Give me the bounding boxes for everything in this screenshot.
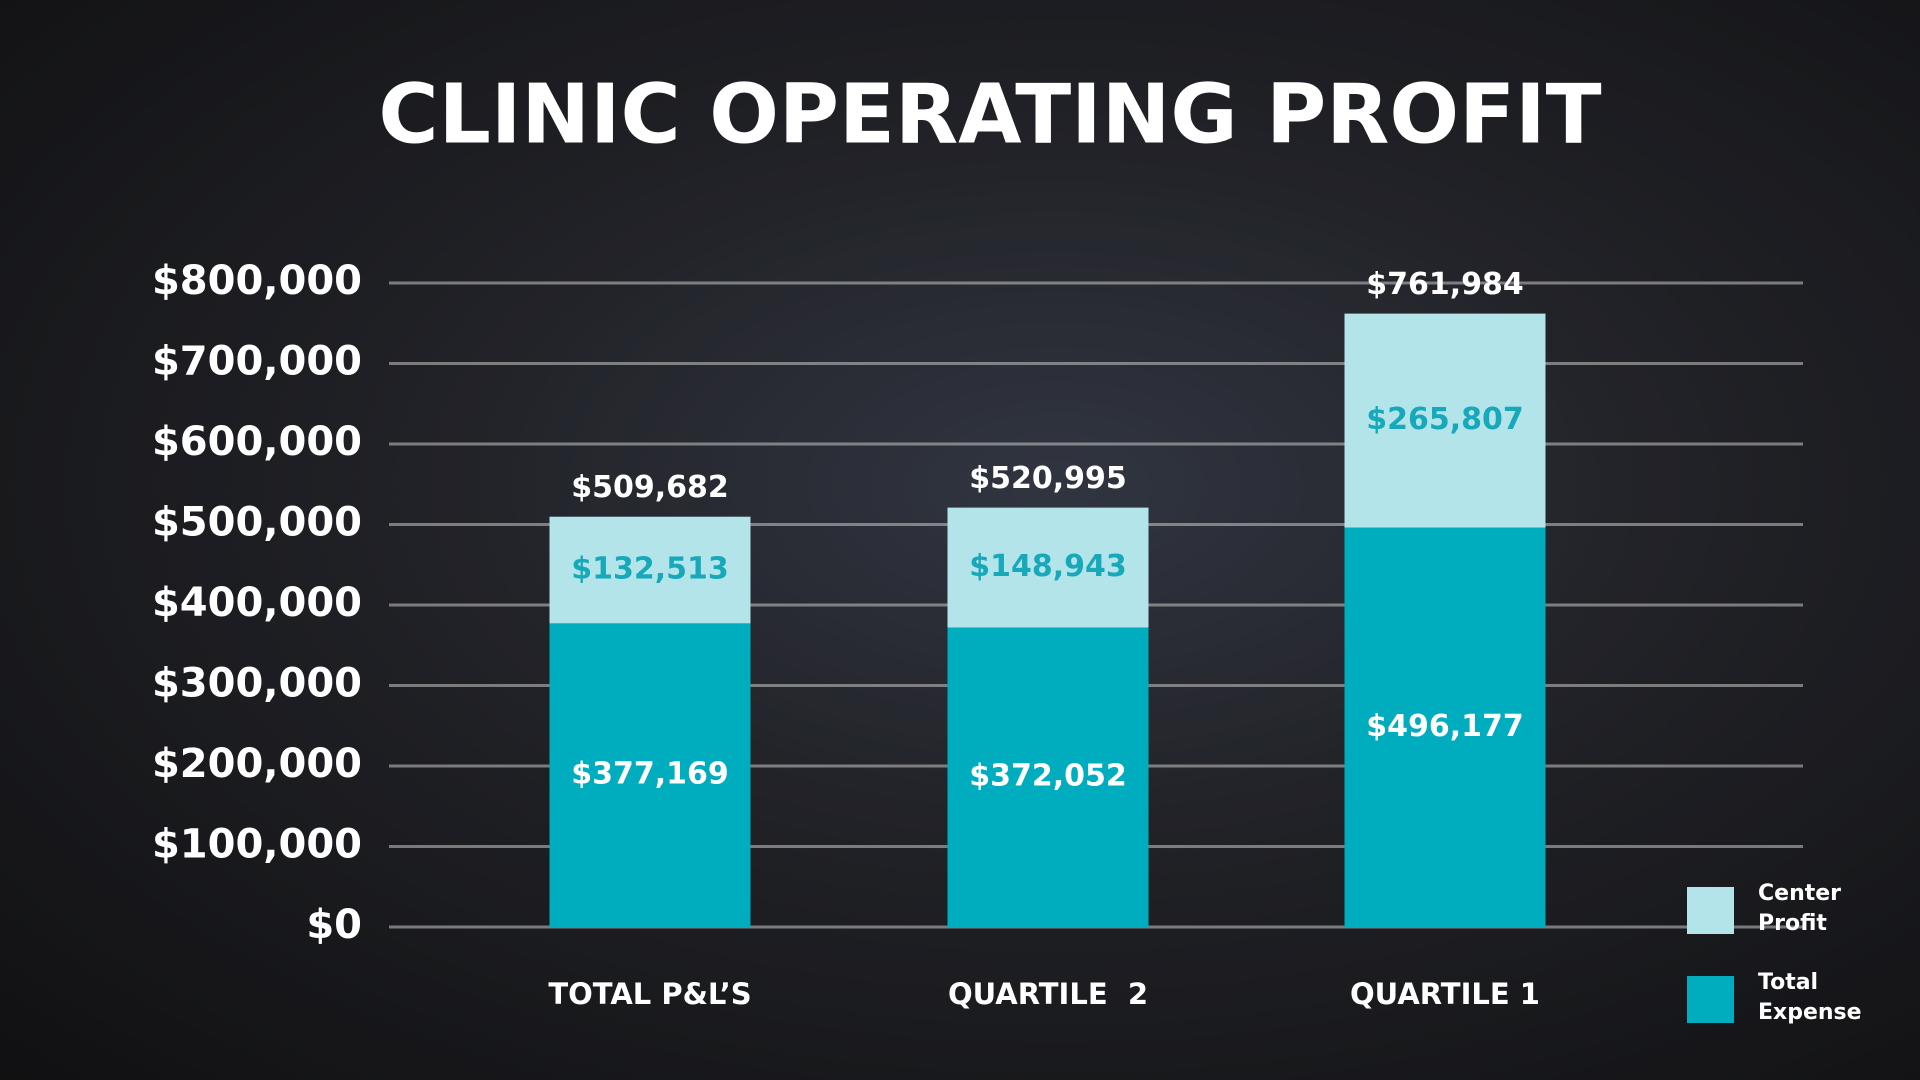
- bar-segment: [1344, 527, 1546, 927]
- y-tick-label: $100,000: [152, 822, 362, 868]
- bar-segment: [549, 516, 751, 624]
- value-label: $496,177: [1366, 709, 1524, 744]
- legend-label: Total Expense: [1758, 970, 1862, 1025]
- y-tick-label: $200,000: [152, 741, 362, 787]
- x-tick-label: TOTAL P&L’S: [548, 977, 751, 1011]
- value-label: $148,943: [969, 549, 1127, 584]
- y-tick-label: $800,000: [152, 258, 362, 304]
- bar-segment: [1344, 313, 1546, 528]
- value-label: $377,169: [571, 757, 729, 792]
- bar-segment: [947, 507, 1149, 628]
- total-label: $509,682: [571, 470, 729, 505]
- value-label: $132,513: [571, 552, 729, 587]
- legend-swatch: [1687, 976, 1734, 1023]
- legend-swatch: [1687, 887, 1734, 934]
- total-label: $761,984: [1366, 267, 1524, 302]
- value-label: $265,807: [1366, 402, 1524, 437]
- y-tick-label: $0: [306, 902, 362, 948]
- chart-title: CLINIC OPERATING PROFIT: [378, 67, 1601, 162]
- x-tick-label: QUARTILE 2: [948, 977, 1148, 1011]
- bar-segment: [947, 627, 1149, 927]
- x-tick-label: QUARTILE 1: [1350, 977, 1540, 1011]
- y-tick-label: $500,000: [152, 500, 362, 546]
- y-tick-label: $300,000: [152, 661, 362, 707]
- value-label: $372,052: [969, 759, 1127, 794]
- legend-label: Center Profit: [1758, 881, 1842, 936]
- y-tick-label: $700,000: [152, 339, 362, 385]
- bar-segment: [549, 623, 751, 927]
- y-tick-label: $600,000: [152, 419, 362, 465]
- total-label: $520,995: [969, 461, 1127, 496]
- y-tick-label: $400,000: [152, 580, 362, 626]
